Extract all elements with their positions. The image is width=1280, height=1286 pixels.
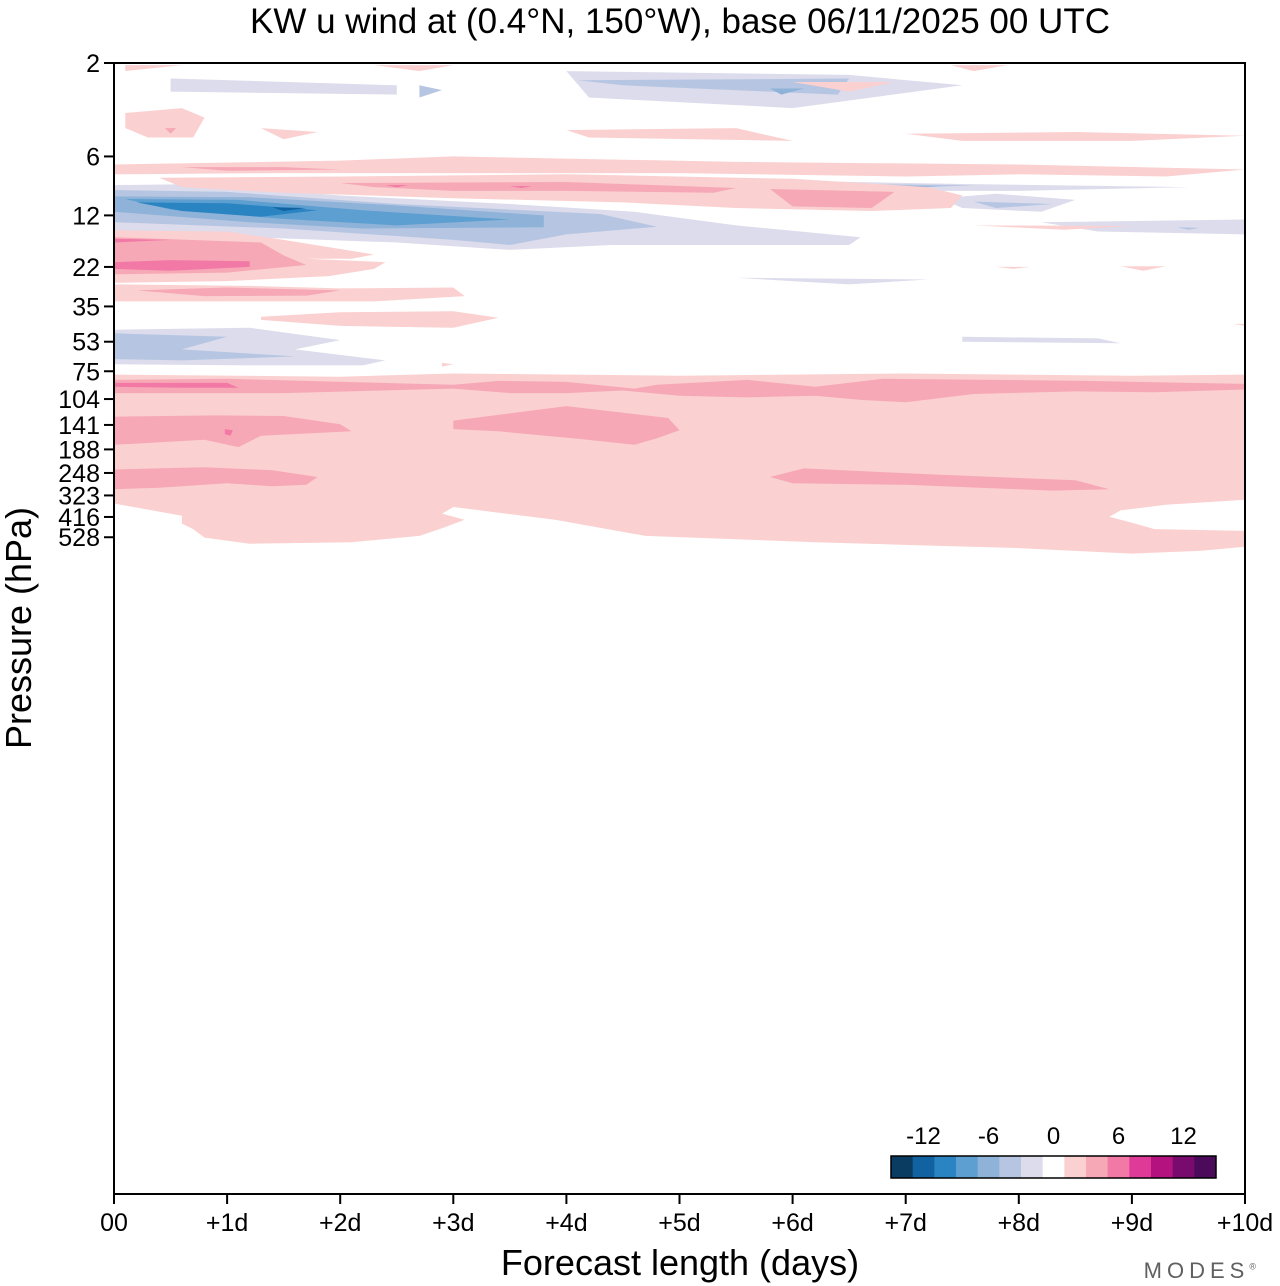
contour-region-pos2 bbox=[114, 415, 352, 448]
x-tick-label: +10d bbox=[1217, 1209, 1273, 1237]
y-tick-label: 35 bbox=[72, 293, 100, 321]
y-tick-label: 528 bbox=[58, 524, 100, 552]
contour-region-neg1 bbox=[170, 78, 397, 95]
colorbar-swatch bbox=[1064, 1156, 1087, 1178]
colorbar-label: -6 bbox=[978, 1123, 999, 1150]
brand-text: MODES bbox=[1143, 1258, 1250, 1283]
contour-region-neg3 bbox=[770, 88, 804, 95]
colorbar-swatch bbox=[1042, 1156, 1065, 1178]
colorbar-swatch bbox=[1151, 1156, 1174, 1178]
contour-region-pos3 bbox=[114, 382, 239, 388]
colorbar-label: 0 bbox=[1047, 1123, 1060, 1150]
y-tick-label: 53 bbox=[72, 329, 100, 357]
chart-title: KW u wind at (0.4°N, 150°W), base 06/11/… bbox=[250, 2, 1110, 41]
contour-region-neg1 bbox=[736, 277, 929, 285]
y-tick-label: 104 bbox=[58, 386, 100, 414]
contour-region-pos1 bbox=[261, 311, 499, 328]
contour-region-pos1 bbox=[114, 373, 1245, 554]
x-tick-label: +5d bbox=[658, 1209, 700, 1237]
contour-region-pos3 bbox=[509, 186, 533, 188]
contour-region-pos2 bbox=[770, 468, 1110, 491]
contour-region-neg6 bbox=[272, 207, 307, 211]
colorbar-swatch bbox=[1172, 1156, 1195, 1178]
contour-region-pos3 bbox=[114, 238, 171, 243]
contour-region-pos2 bbox=[340, 182, 737, 193]
colorbar-label: 6 bbox=[1112, 1123, 1125, 1150]
contour-layer bbox=[114, 65, 1245, 554]
colorbar-swatch bbox=[1086, 1156, 1109, 1178]
y-tick-label: 416 bbox=[58, 504, 100, 532]
contour-region-pos3 bbox=[385, 185, 409, 188]
contour-region-pos2 bbox=[181, 167, 341, 171]
colorbar-swatch bbox=[1129, 1156, 1152, 1178]
x-axis-label: Forecast length (days) bbox=[501, 1242, 859, 1283]
contour-region-pos2 bbox=[136, 287, 341, 297]
colorbar-swatch bbox=[956, 1156, 979, 1178]
colorbar-swatch bbox=[891, 1156, 914, 1178]
contour-region-pos1 bbox=[1120, 266, 1166, 271]
x-tick-label: +8d bbox=[998, 1209, 1040, 1237]
y-tick-label: 12 bbox=[72, 202, 100, 230]
colorbar-swatch bbox=[1107, 1156, 1130, 1178]
contour-region-pos1 bbox=[374, 65, 454, 72]
colorbar-swatch bbox=[999, 1156, 1022, 1178]
x-tick-label: +4d bbox=[545, 1209, 587, 1237]
colorbar-swatch bbox=[1021, 1156, 1044, 1178]
contour-region-neg2 bbox=[973, 201, 1053, 208]
colorbar: -12 -6 0 6 12 bbox=[882, 1112, 1232, 1190]
contour-region-neg5 bbox=[136, 202, 318, 217]
contour-region-pos1 bbox=[125, 65, 182, 72]
y-tick-label: 75 bbox=[72, 358, 100, 386]
modes-brand: MODES® bbox=[1143, 1258, 1256, 1283]
colorbar-swatch bbox=[934, 1156, 957, 1178]
colorbar-swatch bbox=[977, 1156, 1000, 1178]
contour-region-pos1 bbox=[950, 65, 1008, 72]
contour-region-neg1 bbox=[1041, 219, 1245, 235]
colorbar-swatch bbox=[1194, 1156, 1217, 1178]
contour-region-neg2 bbox=[1177, 227, 1200, 230]
x-axis: 00 +1d +2d +3d +4d +5d +6d +7d +8d +9d +10d bbox=[100, 1194, 1273, 1237]
x-tick-label: +1d bbox=[206, 1209, 248, 1237]
contour-region-pos1 bbox=[905, 132, 1245, 141]
y-tick-label: 188 bbox=[58, 436, 100, 464]
contour-region-pos1 bbox=[566, 128, 793, 141]
contour-region-pos1 bbox=[973, 225, 1132, 230]
y-tick-label: 141 bbox=[58, 412, 100, 440]
y-axis-label: Pressure (hPa) bbox=[0, 507, 39, 749]
x-tick-label: +7d bbox=[884, 1209, 926, 1237]
contour-region-pos1 bbox=[792, 82, 895, 92]
contour-region-pos2 bbox=[770, 189, 895, 208]
y-tick-label: 248 bbox=[58, 460, 100, 488]
x-tick-label: +9d bbox=[1111, 1209, 1153, 1237]
contour-region-pos1 bbox=[114, 156, 1245, 177]
colorbar-frame bbox=[890, 1155, 1217, 1179]
y-tick-label: 2 bbox=[86, 50, 100, 78]
contour-region-pos3 bbox=[114, 260, 250, 271]
x-tick-label: +3d bbox=[432, 1209, 474, 1237]
contour-region-pos2 bbox=[114, 378, 1245, 403]
x-tick-label: +6d bbox=[771, 1209, 813, 1237]
colorbar-label: 12 bbox=[1170, 1123, 1197, 1150]
contour-region-neg1 bbox=[962, 336, 1121, 344]
contour-region-pos1 bbox=[125, 108, 205, 138]
contour-region-neg2 bbox=[114, 333, 295, 361]
y-tick-label: 6 bbox=[86, 143, 100, 171]
contour-region-neg2 bbox=[419, 85, 442, 98]
contour-region-pos1 bbox=[442, 362, 454, 367]
x-tick-label: +2d bbox=[319, 1209, 361, 1237]
contour-region-pos2 bbox=[114, 467, 318, 490]
y-tick-label: 22 bbox=[72, 254, 100, 282]
colorbar-swatch bbox=[912, 1156, 935, 1178]
contour-region-pos3 bbox=[224, 429, 233, 436]
contour-region-pos2 bbox=[164, 128, 177, 134]
contour-region-pos1 bbox=[261, 128, 318, 140]
contour-region-pos1 bbox=[1233, 323, 1245, 326]
x-tick-label: 00 bbox=[100, 1209, 128, 1237]
y-tick-label: 323 bbox=[58, 482, 100, 510]
contour-region-pos1 bbox=[996, 266, 1031, 269]
colorbar-label: -12 bbox=[906, 1123, 941, 1150]
contour-region-pos2 bbox=[453, 406, 680, 445]
